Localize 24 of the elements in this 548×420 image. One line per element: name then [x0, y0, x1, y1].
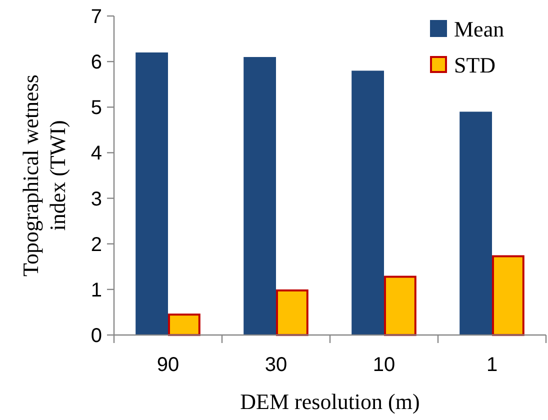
y-axis-title: Topographical wetness index (TWI) — [18, 74, 70, 276]
bar — [352, 70, 384, 335]
y-tick-label: 2 — [90, 234, 102, 256]
bar — [492, 255, 524, 336]
y-tick-label: 0 — [90, 325, 102, 347]
bar — [276, 289, 308, 336]
bar — [168, 314, 200, 336]
bar — [244, 57, 276, 335]
legend-label: Mean — [454, 16, 504, 42]
legend-label: STD — [454, 52, 496, 78]
y-tick-label: 4 — [90, 142, 102, 165]
bar — [384, 276, 416, 336]
y-tick-label: 1 — [90, 279, 102, 302]
y-tick-label: 6 — [90, 52, 102, 74]
bar — [136, 52, 168, 335]
bar — [460, 112, 492, 335]
y-tick-label: 3 — [90, 188, 102, 210]
y-tick-label: 7 — [90, 6, 102, 28]
x-tick-label: 30 — [264, 354, 288, 376]
x-tick-label: 1 — [486, 354, 498, 376]
x-tick-label: 10 — [372, 354, 396, 376]
y-tick-label: 5 — [90, 97, 102, 120]
x-axis-title: DEM resolution (m) — [240, 389, 420, 414]
x-tick-label: 90 — [156, 354, 180, 376]
